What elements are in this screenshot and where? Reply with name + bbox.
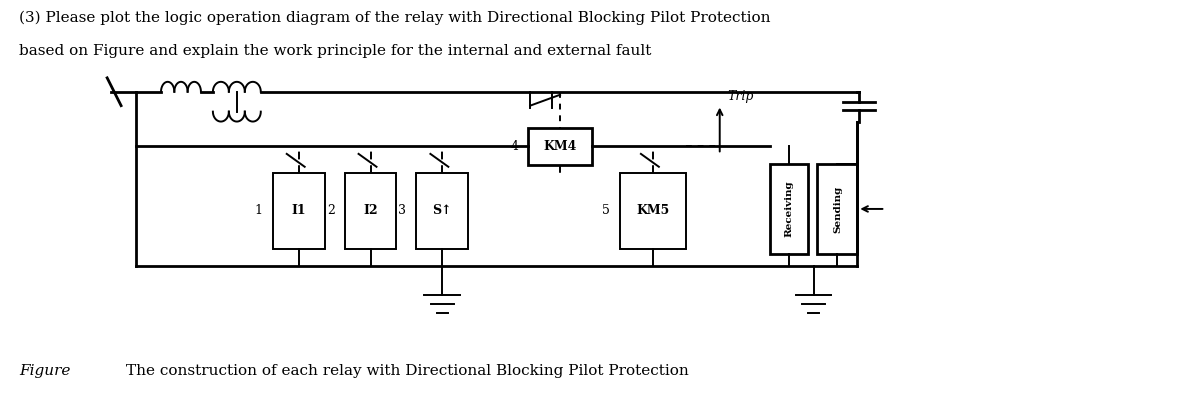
Text: KM4: KM4 <box>544 140 577 153</box>
Text: based on Figure and explain the work principle for the internal and external fau: based on Figure and explain the work pri… <box>19 44 652 58</box>
FancyBboxPatch shape <box>817 164 858 253</box>
FancyBboxPatch shape <box>769 164 808 253</box>
Text: Receiving: Receiving <box>784 180 793 237</box>
Text: Trip: Trip <box>727 90 754 103</box>
Text: 1: 1 <box>254 205 263 217</box>
FancyBboxPatch shape <box>344 173 396 249</box>
Text: Sending: Sending <box>833 185 842 233</box>
FancyBboxPatch shape <box>272 173 325 249</box>
Text: I2: I2 <box>364 205 378 217</box>
Text: 4: 4 <box>510 140 518 153</box>
Text: The construction of each relay with Directional Blocking Pilot Protection: The construction of each relay with Dire… <box>126 364 689 378</box>
FancyBboxPatch shape <box>416 173 468 249</box>
Text: Figure: Figure <box>19 364 71 378</box>
Text: 2: 2 <box>326 205 335 217</box>
Text: I1: I1 <box>292 205 306 217</box>
Text: KM5: KM5 <box>636 205 670 217</box>
Text: 5: 5 <box>602 205 610 217</box>
FancyBboxPatch shape <box>620 173 686 249</box>
Text: (3) Please plot the logic operation diagram of the relay with Directional Blocki: (3) Please plot the logic operation diag… <box>19 10 770 25</box>
FancyBboxPatch shape <box>528 128 592 165</box>
Text: 3: 3 <box>398 205 407 217</box>
Text: S↑: S↑ <box>432 205 452 217</box>
